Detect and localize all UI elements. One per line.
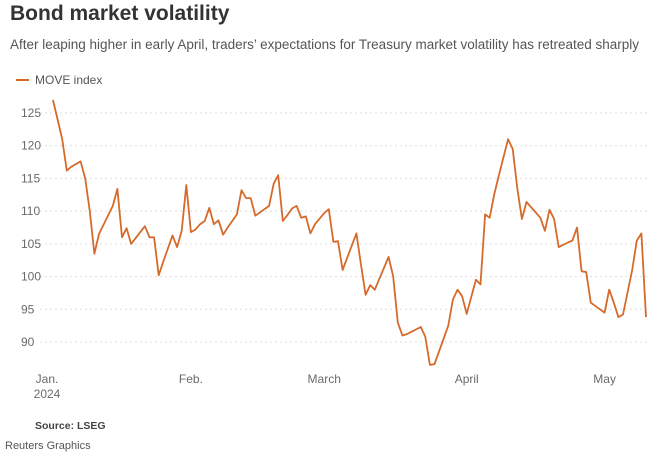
y-tick-label: 95 (21, 302, 35, 316)
x-tick-label: March (308, 372, 341, 386)
x-tick-label: May (593, 372, 616, 386)
x-tick-label: Feb. (179, 372, 203, 386)
y-tick-label: 110 (21, 204, 40, 218)
series-layer (52, 99, 647, 366)
y-tick-label: 120 (21, 139, 41, 153)
x-tick-sublabel: 2024 (34, 387, 61, 401)
chart-subtitle: After leaping higher in early April, tra… (10, 37, 640, 52)
x-axis: Jan.2024 Feb. March April May (34, 372, 616, 401)
legend-swatch (16, 79, 29, 81)
x-tick-label: April (455, 372, 479, 386)
legend-label: MOVE index (35, 73, 103, 87)
source-note: Source: LSEG (35, 420, 106, 432)
credit-note: Reuters Graphics (5, 440, 91, 452)
legend: MOVE index (16, 73, 102, 87)
y-tick-label: 115 (21, 171, 40, 185)
chart-title: Bond market volatility (10, 2, 230, 25)
y-tick-label: 125 (21, 106, 41, 120)
y-axis: 90 95 100 105 110 115 120 125 (21, 106, 41, 349)
y-tick-label: 90 (21, 335, 35, 349)
y-tick-label: 105 (21, 237, 41, 251)
grid-layer (40, 112, 650, 343)
x-tick-label: Jan. (36, 372, 59, 386)
y-tick-label: 100 (21, 270, 41, 284)
series-line-move-index (52, 99, 647, 366)
